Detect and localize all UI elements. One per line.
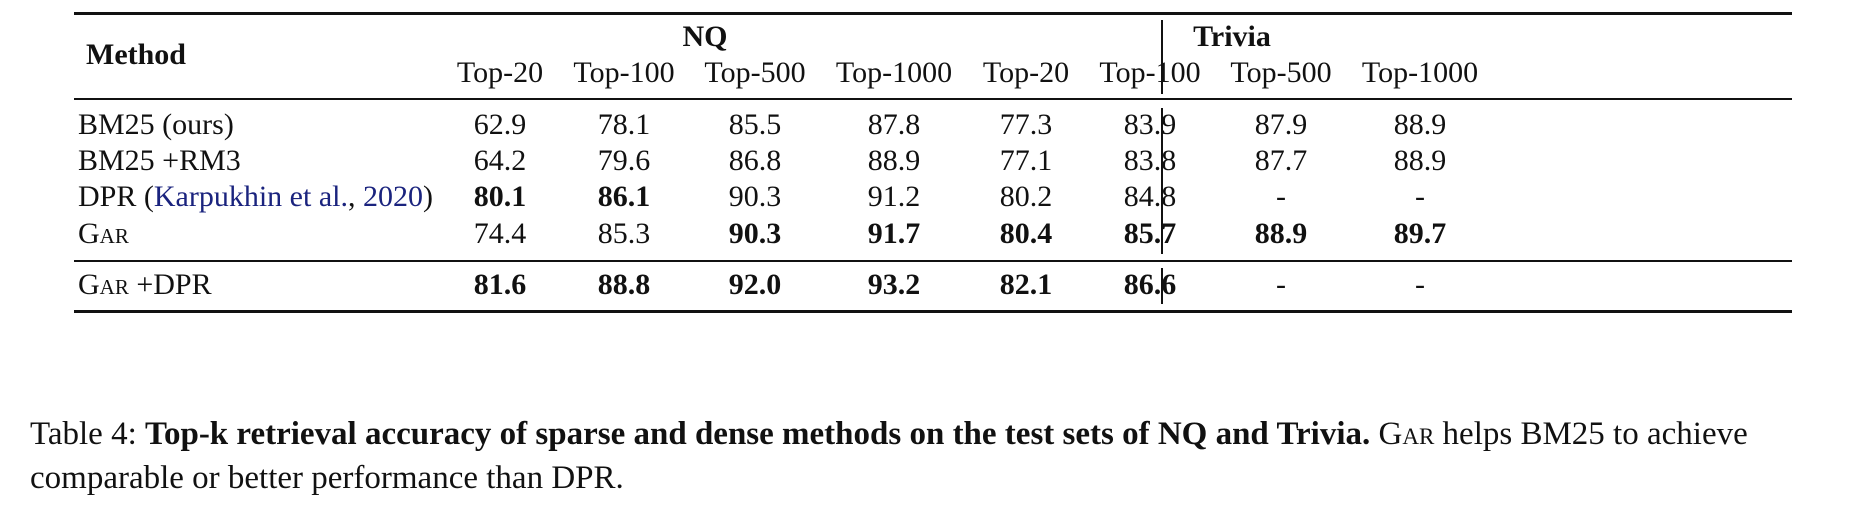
caption-label: Table 4:	[30, 416, 137, 452]
table-cell: 86.1	[597, 180, 651, 213]
table-cell: 82.1	[999, 268, 1053, 301]
table-cell: 90.3	[728, 180, 782, 213]
table-cell: 86.6	[1123, 268, 1177, 301]
table-cell: 89.7	[1393, 217, 1447, 250]
table-cell: 93.2	[867, 268, 921, 301]
table-cell: 64.2	[473, 144, 527, 177]
column-header: Top-20	[456, 56, 544, 89]
citation-year-link[interactable]: 2020	[362, 180, 423, 213]
table-cell: 83.8	[1123, 144, 1177, 177]
group-header-trivia: Trivia	[1193, 20, 1271, 53]
column-header: Top-500	[704, 56, 806, 89]
method-header: Method	[86, 38, 186, 71]
method-cell: DPR (Karpukhin et al., 2020)	[78, 180, 433, 213]
table-cell: 79.6	[597, 144, 651, 177]
column-header: Top-500	[1230, 56, 1332, 89]
table-cell: 77.1	[999, 144, 1053, 177]
table-cell: -	[1276, 268, 1286, 301]
table-cell: 84.8	[1123, 180, 1177, 213]
table-cell: 80.1	[473, 180, 527, 213]
group-separator	[1161, 20, 1163, 94]
group-header-nq: NQ	[682, 20, 728, 53]
group-separator	[1161, 108, 1163, 254]
table-cell: 91.2	[867, 180, 921, 213]
bottom-rule	[74, 310, 1792, 313]
table-cell: 85.7	[1123, 217, 1177, 250]
citation-author-link[interactable]: Karpukhin et al.	[153, 180, 348, 213]
table-cell: 86.8	[728, 144, 782, 177]
table-cell: 83.9	[1123, 108, 1177, 141]
column-header: Top-1000	[835, 56, 953, 89]
caption-method-name: Gar	[1378, 416, 1435, 452]
table-cell: 87.9	[1254, 108, 1308, 141]
group-separator	[1161, 268, 1163, 304]
table-caption: Table 4: Top-k retrieval accuracy of spa…	[30, 412, 1830, 500]
method-cell: BM25 +RM3	[78, 144, 241, 178]
method-cell: Gar	[78, 217, 129, 251]
table-cell: -	[1415, 268, 1425, 301]
method-name: DPR (	[78, 180, 154, 213]
table-cell: 87.7	[1254, 144, 1308, 177]
top-rule	[74, 12, 1792, 15]
method-name: Gar +DPR	[78, 268, 212, 301]
table-cell: 88.9	[1254, 217, 1308, 250]
table-cell: 85.3	[597, 217, 651, 250]
table-cell: 62.9	[473, 108, 527, 141]
method-name: BM25 (ours)	[78, 108, 234, 141]
method-name: BM25 +RM3	[78, 144, 241, 177]
table-cell: 81.6	[473, 268, 527, 301]
column-header: Top-1000	[1361, 56, 1479, 89]
column-header: Top-20	[982, 56, 1070, 89]
table-cell: 91.7	[867, 217, 921, 250]
table-cell: 88.9	[1393, 108, 1447, 141]
mid-rule	[74, 260, 1792, 262]
header-rule	[74, 98, 1792, 100]
table-cell: 78.1	[597, 108, 651, 141]
column-header: Top-100	[1099, 56, 1201, 89]
table-cell: 85.5	[728, 108, 782, 141]
column-header: Top-100	[573, 56, 675, 89]
table-cell: 92.0	[728, 268, 782, 301]
table-cell: 77.3	[999, 108, 1053, 141]
table-cell: 90.3	[728, 217, 782, 250]
table-cell: -	[1415, 180, 1425, 213]
table-cell: 88.8	[597, 268, 651, 301]
table-cell: 80.4	[999, 217, 1053, 250]
method-suffix: )	[422, 180, 433, 213]
table-cell: 74.4	[473, 217, 527, 250]
table-cell: 88.9	[867, 144, 921, 177]
method-name: Gar	[78, 217, 129, 250]
table-cell: 88.9	[1393, 144, 1447, 177]
caption-bold-text: Top-k retrieval accuracy of sparse and d…	[144, 416, 1371, 452]
method-cell: Gar +DPR	[78, 268, 212, 302]
caption-text: helps BM25 to achieve comparable or bett…	[30, 416, 1748, 496]
table-cell: -	[1276, 180, 1286, 213]
method-cell: BM25 (ours)	[78, 108, 234, 142]
table-cell: 87.8	[867, 108, 921, 141]
table-cell: 80.2	[999, 180, 1053, 213]
